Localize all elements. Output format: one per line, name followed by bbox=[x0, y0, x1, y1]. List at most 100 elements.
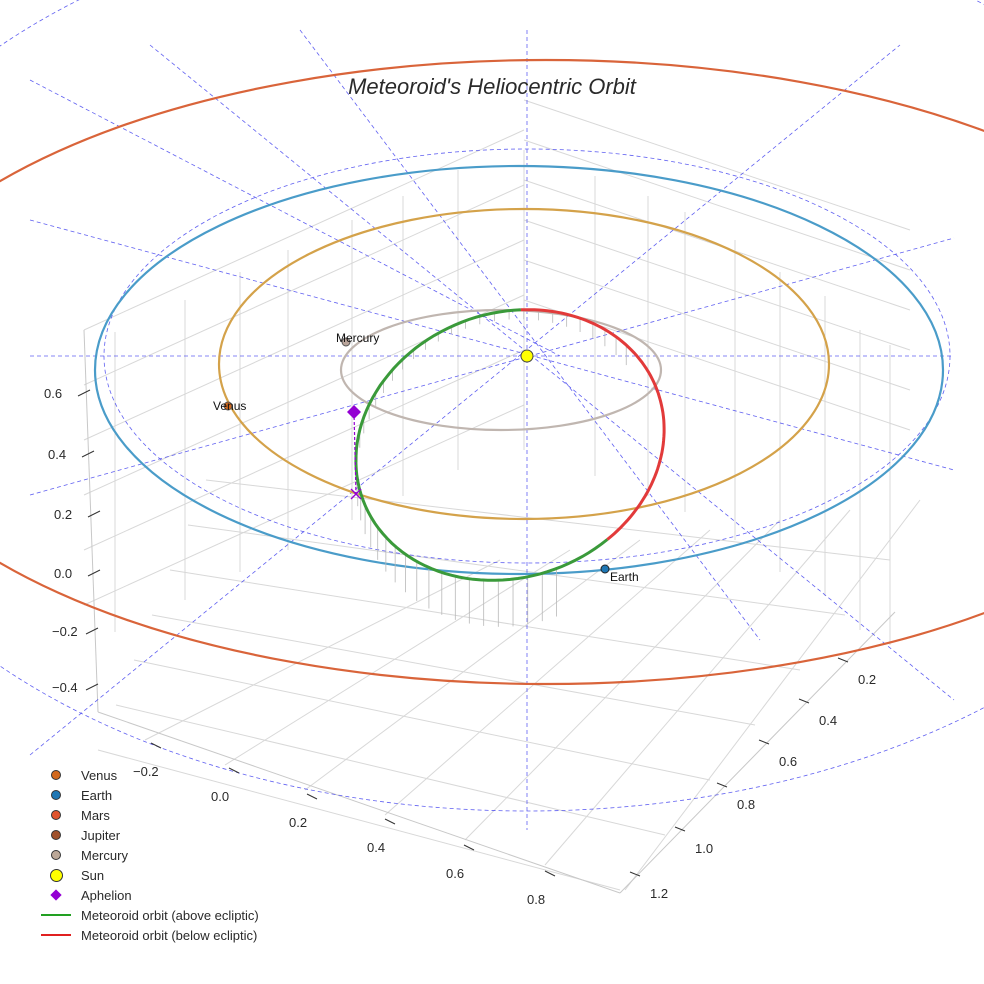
mars-orbit bbox=[0, 58, 984, 686]
grid-line bbox=[187, 524, 846, 616]
aphelion-projection bbox=[353, 411, 357, 495]
x-tick bbox=[228, 767, 240, 774]
x-tick bbox=[544, 870, 556, 877]
z-tick-label: −0.2 bbox=[52, 624, 78, 639]
z-tick-label: 0.4 bbox=[48, 447, 66, 462]
grid-line bbox=[83, 239, 525, 441]
y-tick-label: 0.2 bbox=[858, 672, 876, 687]
ecliptic-line bbox=[29, 219, 955, 471]
legend-item[interactable]: Mercury bbox=[40, 845, 259, 865]
legend-marker bbox=[40, 785, 72, 805]
legend-swatch bbox=[41, 934, 71, 936]
grid-line bbox=[523, 259, 911, 391]
x-tick-label: 0.8 bbox=[527, 892, 545, 907]
aphelion-foot-marker bbox=[350, 488, 362, 500]
y-axis-line bbox=[619, 611, 896, 894]
chart-title: Meteoroid's Heliocentric Orbit bbox=[348, 74, 636, 99]
planet-orbits bbox=[0, 58, 984, 686]
y-tick bbox=[837, 657, 849, 663]
legend-marker bbox=[40, 905, 72, 925]
grid-line bbox=[523, 139, 911, 271]
legend-item[interactable]: Sun bbox=[40, 865, 259, 885]
grid-line bbox=[151, 614, 756, 726]
legend-label: Mercury bbox=[81, 847, 128, 863]
grid-line bbox=[133, 659, 711, 781]
legend-swatch bbox=[41, 914, 71, 916]
venus-orbit bbox=[217, 207, 831, 521]
legend-swatch bbox=[51, 850, 61, 860]
legend-swatch bbox=[51, 770, 61, 780]
grid-line bbox=[224, 549, 571, 766]
y-tick-label: 0.8 bbox=[737, 797, 755, 812]
ecliptic-grid bbox=[0, 0, 984, 830]
z-tick bbox=[85, 683, 99, 691]
z-tick-label: 0.2 bbox=[54, 507, 72, 522]
z-axis-line bbox=[83, 329, 99, 713]
legend-label: Jupiter bbox=[81, 827, 121, 843]
legend-label: Meteoroid orbit (below ecliptic) bbox=[81, 927, 258, 943]
legend-swatch bbox=[51, 830, 61, 840]
legend-marker bbox=[40, 925, 72, 945]
grid-line bbox=[304, 539, 641, 791]
legend-item[interactable]: Aphelion bbox=[40, 885, 259, 905]
legend-item[interactable]: Venus bbox=[40, 765, 259, 785]
legend-item[interactable]: Mars bbox=[40, 805, 259, 825]
legend-swatch bbox=[51, 790, 61, 800]
meteoroid-orbit bbox=[354, 308, 666, 582]
y-tick bbox=[758, 739, 770, 745]
grid-line bbox=[144, 559, 501, 741]
grid-line bbox=[83, 129, 525, 331]
grid-line bbox=[624, 499, 921, 891]
ecliptic-line bbox=[29, 237, 955, 496]
legend-label: Aphelion bbox=[81, 887, 132, 903]
y-tick-label: 0.6 bbox=[779, 754, 797, 769]
meteoroid-orbit-below bbox=[520, 308, 666, 541]
grid-line bbox=[384, 529, 711, 816]
legend: Venus Earth Mars Jupiter Mercury Sun Aphelion M… bbox=[40, 765, 259, 945]
legend-marker bbox=[40, 765, 72, 785]
legend-label: Earth bbox=[81, 787, 113, 803]
legend-item[interactable]: Meteoroid orbit (above ecliptic) bbox=[40, 905, 259, 925]
legend-item[interactable]: Earth bbox=[40, 785, 259, 805]
grid-line bbox=[523, 219, 911, 351]
grid-line bbox=[169, 569, 801, 671]
earth-marker bbox=[600, 564, 610, 574]
x-tick-label: 0.2 bbox=[289, 815, 307, 830]
z-tick bbox=[77, 389, 91, 397]
z-tick bbox=[87, 510, 101, 518]
legend-marker bbox=[40, 805, 72, 825]
grid-line bbox=[83, 349, 525, 551]
x-tick bbox=[150, 742, 162, 749]
grid-line bbox=[83, 184, 525, 386]
x-tick bbox=[306, 793, 318, 800]
legend-marker bbox=[40, 845, 72, 865]
z-tick-label: 0.6 bbox=[44, 386, 62, 401]
sun-marker bbox=[520, 349, 534, 363]
earth-label: Earth bbox=[610, 570, 639, 584]
grid-line bbox=[544, 509, 851, 866]
earth-orbit bbox=[93, 164, 945, 576]
legend-label: Meteoroid orbit (above ecliptic) bbox=[81, 907, 259, 923]
legend-marker bbox=[40, 825, 72, 845]
legend-item[interactable]: Jupiter bbox=[40, 825, 259, 845]
grid-line bbox=[83, 404, 525, 606]
x-axis-line bbox=[97, 711, 621, 894]
x-tick-label: 0.0 bbox=[211, 789, 229, 804]
legend-swatch bbox=[51, 810, 61, 820]
legend-item[interactable]: Meteoroid orbit (below ecliptic) bbox=[40, 925, 259, 945]
venus-label: Venus bbox=[213, 399, 246, 413]
y-tick-label: 1.0 bbox=[695, 841, 713, 856]
grid-line bbox=[205, 479, 891, 561]
z-tick bbox=[81, 450, 95, 458]
mercury-marker bbox=[341, 337, 351, 347]
ecliptic-line bbox=[149, 44, 955, 701]
meteoroid-orbit-above bbox=[354, 308, 609, 582]
y-tick-label: 0.4 bbox=[819, 713, 837, 728]
grid-line bbox=[115, 704, 666, 836]
aphelion-marker bbox=[347, 405, 361, 419]
legend-swatch bbox=[50, 889, 62, 901]
ecliptic-line bbox=[29, 44, 901, 756]
grid-line bbox=[523, 99, 911, 231]
ecliptic-line bbox=[299, 29, 761, 641]
